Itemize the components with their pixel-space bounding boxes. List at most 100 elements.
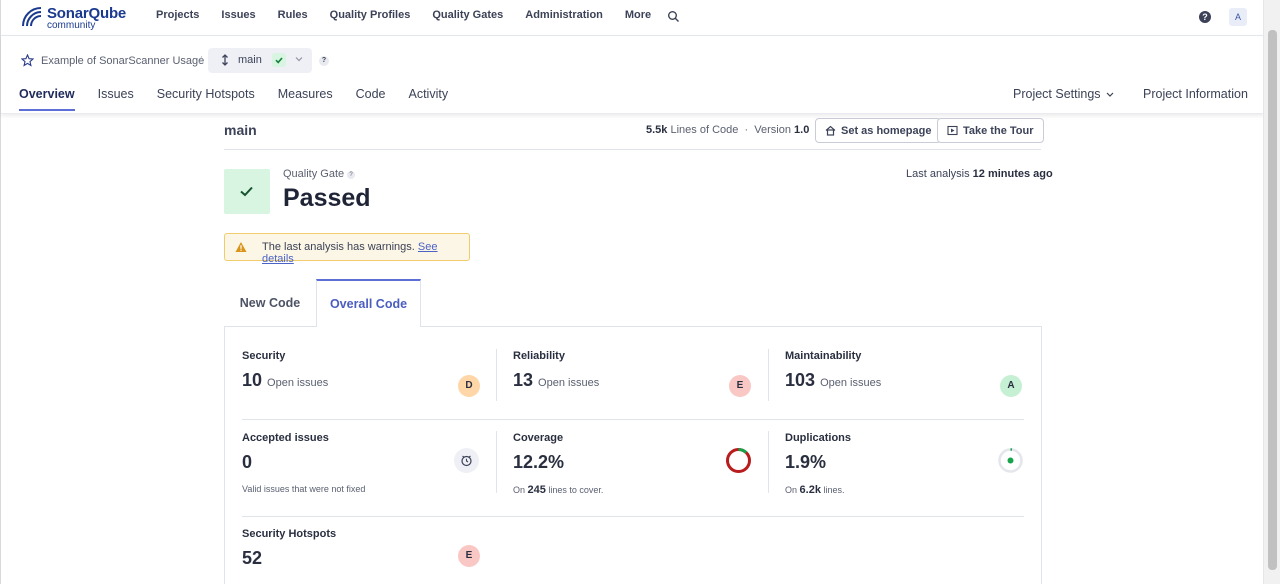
quality-gate-help-icon[interactable]: ? xyxy=(347,171,355,179)
main-menu: Projects Issues Rules Quality Profiles Q… xyxy=(156,9,673,21)
maintainability-measure[interactable]: Maintainability 103 Open issues xyxy=(785,350,881,390)
duplications-measure[interactable]: Duplications 1.9% On 6.2k lines. xyxy=(785,432,852,496)
security-rating-badge[interactable]: D xyxy=(458,375,480,397)
coverage-value: 12.2% xyxy=(513,452,565,472)
branch-name: main xyxy=(238,54,262,66)
breadcrumb-separator: / xyxy=(199,55,203,67)
duplications-dot xyxy=(1007,457,1014,464)
coverage-donut-chart[interactable] xyxy=(725,447,752,474)
menu-issues[interactable]: Issues xyxy=(221,9,256,21)
divider xyxy=(224,149,1041,150)
sonarqube-logo[interactable]: SonarQube community xyxy=(19,4,129,32)
duplications-subtitle: On 6.2k lines. xyxy=(785,484,845,496)
menu-rules[interactable]: Rules xyxy=(277,9,308,21)
logo-name: SonarQube xyxy=(47,5,127,22)
accepted-issues-value: 0 xyxy=(242,452,253,472)
play-icon xyxy=(947,125,958,136)
last-analysis-label: Last analysis xyxy=(906,168,970,180)
version-label: Version xyxy=(754,124,791,136)
maintainability-rating-badge[interactable]: A xyxy=(1000,375,1022,397)
project-settings-menu[interactable]: Project Settings xyxy=(1013,87,1101,101)
last-analysis-value: 12 minutes ago xyxy=(972,168,1053,180)
help-icon[interactable]: ? xyxy=(1199,11,1211,23)
accepted-issues-measure[interactable]: Accepted issues 0 Valid issues that were… xyxy=(242,432,365,494)
project-meta: 5.5k Lines of Code · Version 1.0 xyxy=(646,124,810,136)
duplications-value: 1.9% xyxy=(785,452,827,472)
project-header: Example of SonarScanner Usage / main ? O… xyxy=(1,36,1264,114)
warning-text: The last analysis has warnings. See deta… xyxy=(262,241,469,265)
tab-overview[interactable]: Overview xyxy=(19,87,75,111)
quality-gate-label: Quality Gate xyxy=(283,168,345,180)
row-divider xyxy=(242,419,1024,420)
coverage-ring-uncovered xyxy=(726,448,751,473)
menu-quality-profiles[interactable]: Quality Profiles xyxy=(329,9,411,21)
security-hotspots-rating-badge[interactable]: E xyxy=(458,545,480,567)
take-tour-button[interactable]: Take the Tour xyxy=(937,118,1044,143)
coverage-title: Coverage xyxy=(513,432,564,444)
tab-code[interactable]: Code xyxy=(355,87,386,101)
chevron-down-icon xyxy=(295,57,303,62)
reliability-measure[interactable]: Reliability 13 Open issues xyxy=(513,350,599,390)
duplications-ring-value xyxy=(998,448,1023,473)
page-scrollbar[interactable] xyxy=(1263,0,1280,584)
branch-help-icon[interactable]: ? xyxy=(319,56,329,66)
logo-edition: community xyxy=(47,20,96,31)
column-divider xyxy=(768,349,769,401)
scrollbar-thumb[interactable] xyxy=(1268,30,1277,570)
quality-gate-status: Passed xyxy=(283,184,371,212)
reliability-value: 13 Open issues xyxy=(513,370,600,390)
branch-selector[interactable]: main xyxy=(208,48,312,73)
security-hotspots-title: Security Hotspots xyxy=(242,528,337,540)
menu-quality-gates[interactable]: Quality Gates xyxy=(432,9,504,21)
set-homepage-button[interactable]: Set as homepage xyxy=(815,118,942,143)
coverage-measure[interactable]: Coverage 12.2% On 245 lines to cover. xyxy=(513,432,603,496)
loc-label: Lines of Code xyxy=(670,124,739,136)
tab-overall-code[interactable]: Overall Code xyxy=(316,279,421,327)
maintainability-value: 103 Open issues xyxy=(785,370,882,390)
tab-measures[interactable]: Measures xyxy=(277,87,333,101)
tab-security-hotspots[interactable]: Security Hotspots xyxy=(156,87,255,101)
project-information-link[interactable]: Project Information xyxy=(1143,87,1248,101)
accepted-issues-title: Accepted issues xyxy=(242,432,329,444)
reliability-title: Reliability xyxy=(513,350,565,362)
analysis-warning-banner: The last analysis has warnings. See deta… xyxy=(224,233,470,265)
user-avatar[interactable]: A xyxy=(1229,8,1247,26)
security-measure[interactable]: Security 10 Open issues xyxy=(242,350,328,390)
warning-message: The last analysis has warnings. xyxy=(262,241,415,253)
coverage-ring-covered xyxy=(726,448,751,473)
menu-more[interactable]: More xyxy=(624,9,652,21)
check-icon xyxy=(240,186,253,197)
security-value: 10 Open issues xyxy=(242,370,329,390)
security-title: Security xyxy=(242,350,286,362)
loc-value: 5.5k xyxy=(646,124,668,136)
warning-icon xyxy=(235,242,247,252)
chevron-down-icon[interactable] xyxy=(1105,87,1115,103)
tab-activity[interactable]: Activity xyxy=(408,87,449,101)
duplications-indicator[interactable] xyxy=(997,447,1024,474)
security-hotspots-measure[interactable]: Security Hotspots 52 xyxy=(242,528,337,568)
project-name-link[interactable]: Example of SonarScanner Usage xyxy=(41,55,205,67)
branch-icon xyxy=(222,54,228,66)
column-divider xyxy=(496,431,497,493)
column-divider xyxy=(496,349,497,401)
see-details-link[interactable]: See details xyxy=(262,241,438,265)
column-divider xyxy=(768,431,769,493)
menu-administration[interactable]: Administration xyxy=(525,9,603,21)
favorite-star-icon[interactable] xyxy=(21,54,34,67)
search-icon[interactable] xyxy=(667,10,680,23)
menu-projects[interactable]: Projects xyxy=(156,9,200,21)
coverage-subtitle: On 245 lines to cover. xyxy=(513,484,604,496)
accepted-issues-subtitle: Valid issues that were not fixed xyxy=(242,484,366,494)
quality-gate-status-box xyxy=(224,169,270,214)
branch-title: main xyxy=(224,122,257,138)
set-homepage-label: Set as homepage xyxy=(841,124,932,137)
last-analysis: Last analysis 12 minutes ago xyxy=(906,168,1053,180)
version-value: 1.0 xyxy=(794,124,810,136)
maintainability-title: Maintainability xyxy=(785,350,862,362)
duplications-title: Duplications xyxy=(785,432,852,444)
tab-new-code[interactable]: New Code xyxy=(239,296,301,310)
tab-issues[interactable]: Issues xyxy=(97,87,134,101)
reliability-rating-badge[interactable]: E xyxy=(729,375,751,397)
row-divider xyxy=(242,516,1024,517)
